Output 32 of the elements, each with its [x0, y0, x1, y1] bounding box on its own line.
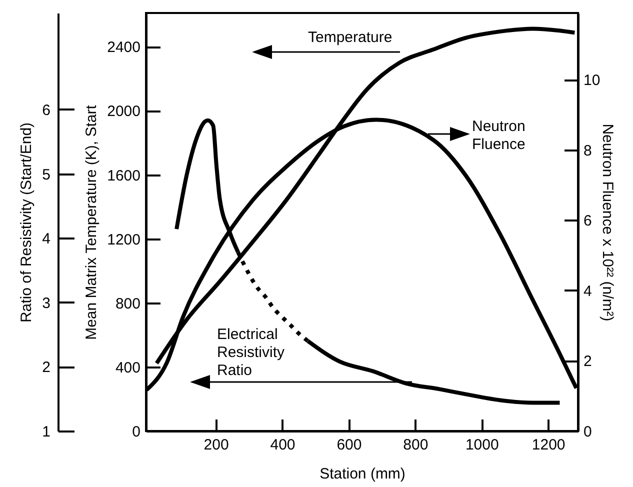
x-tick-label: 1200 [532, 436, 566, 454]
y3-tick-label: 6 [42, 102, 50, 119]
y2-tick-label: 8 [584, 142, 592, 160]
y2-tick-label: 2 [584, 353, 592, 370]
y3-tick-label: 2 [42, 359, 50, 376]
y2-tick-label: 4 [584, 282, 592, 300]
y3-tick-label: 3 [42, 294, 50, 312]
annotation: Temperature [308, 29, 392, 47]
x-tick-label: 200 [204, 436, 229, 454]
y-tick-label: 2400 [107, 39, 140, 56]
y-tick-label: 800 [115, 295, 140, 312]
y3-axis-title: Ratio of Resistivity (Start/End) [18, 122, 36, 323]
y2-tick-label: 0 [584, 424, 592, 440]
y-tick-label: 400 [115, 359, 140, 376]
y2-tick-label: 6 [584, 212, 592, 230]
y-tick-label: 1600 [107, 167, 140, 184]
y2-axis-title: Neutron Fluence x 10²² (n/m²) [599, 124, 616, 322]
y3-tick-label: 4 [42, 230, 50, 248]
y-tick-label: 0 [132, 424, 140, 440]
y-axis-title: Mean Matrix Temperature (K), Start [83, 104, 100, 340]
x-tick-label: 400 [270, 436, 296, 454]
x-tick-label: 1000 [465, 436, 499, 454]
annotation: Neutron Fluence [472, 118, 526, 154]
y3-tick-label: 1 [42, 424, 50, 440]
y-tick-label: 1200 [107, 231, 140, 248]
y3-tick-label: 5 [42, 166, 50, 184]
y2-tick-label: 10 [584, 72, 600, 90]
x-tick-label: 600 [336, 436, 362, 454]
x-axis-title: Station (mm) [320, 466, 406, 482]
x-tick-label: 800 [403, 436, 428, 454]
y-tick-label: 2000 [107, 103, 140, 120]
annotation: Electrical Resistivity Ratio [217, 326, 285, 380]
